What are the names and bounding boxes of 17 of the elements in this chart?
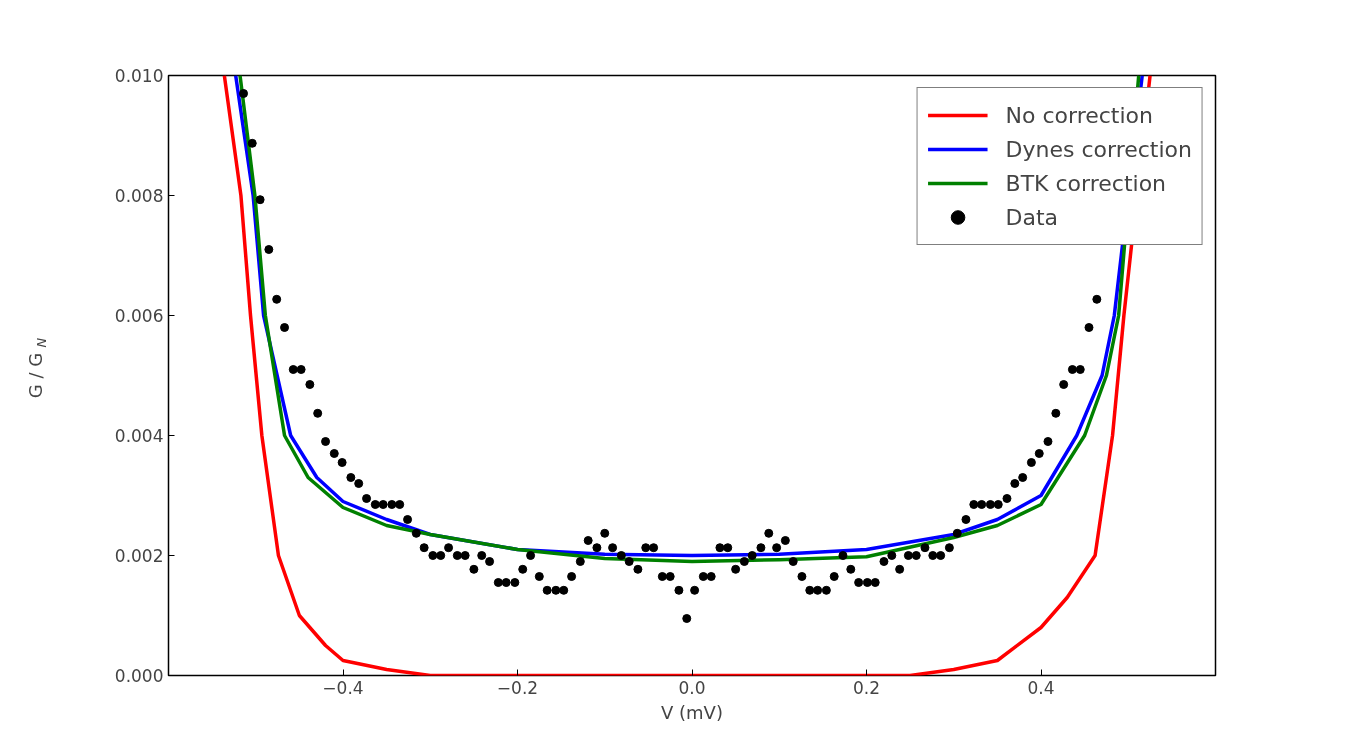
x-axis-title: V (mV) <box>661 701 723 723</box>
x-tick-label: 0.0 <box>678 677 706 698</box>
y-tick-label: 0.008 <box>114 186 164 206</box>
y-tick-label: 0.004 <box>114 426 164 446</box>
y-tick-label: 0.006 <box>114 306 164 326</box>
x-tick-label: −0.2 <box>496 677 539 698</box>
y-axis-title: G / GN <box>25 337 49 399</box>
y-tick-label: 0.010 <box>114 66 164 86</box>
legend-label: Dynes correction <box>1005 135 1192 164</box>
x-tick-label: 0.2 <box>852 677 881 698</box>
y-tick-label: 0.002 <box>114 546 164 566</box>
y-tick-label: 0.000 <box>114 666 164 686</box>
legend-label: BTK correction <box>1005 169 1167 198</box>
legend-label: No correction <box>1005 101 1154 130</box>
x-tick-label: 0.4 <box>1027 677 1055 698</box>
legend-label: Data <box>1005 203 1059 232</box>
x-tick-label: −0.4 <box>322 677 364 698</box>
